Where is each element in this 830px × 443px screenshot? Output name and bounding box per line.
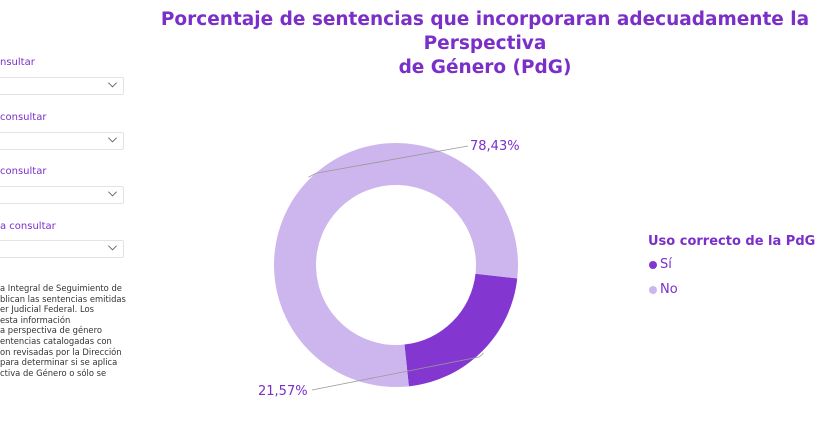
filter-select-4[interactable]: [0, 240, 124, 258]
leader-line-si: [311, 352, 484, 391]
data-label-si: 21,57%: [258, 384, 308, 399]
chart-title: Porcentaje de sentencias que incorporara…: [140, 8, 830, 80]
filter-label-4: a consultar: [0, 221, 56, 232]
chevron-down-icon: [108, 137, 117, 143]
description-text: a Integral de Seguimiento de blican las …: [0, 283, 126, 378]
filter-label-3: consultar: [0, 166, 47, 177]
chart-title-line-1: Porcentaje de sentencias que incorporara…: [160, 9, 810, 54]
legend-item-no[interactable]: No: [649, 282, 678, 297]
legend-dot-si: [649, 260, 657, 269]
filter-select-2[interactable]: [0, 132, 124, 150]
data-label-no: 78,43%: [470, 139, 520, 154]
chevron-down-icon: [108, 82, 117, 88]
slice-no[interactable]: [273, 143, 518, 387]
slice-si[interactable]: [404, 273, 518, 387]
filter-select-3[interactable]: [0, 186, 124, 204]
filter-select-1[interactable]: [0, 77, 124, 95]
chart-title-line-2: de Género (PdG): [398, 57, 572, 78]
filter-label-1: nsultar: [0, 57, 35, 68]
legend-label-si: Sí: [660, 257, 672, 272]
legend-title: Uso correcto de la PdG: [648, 234, 816, 249]
legend-item-si[interactable]: Sí: [649, 257, 672, 272]
legend-label-no: No: [660, 282, 678, 297]
legend-dot-no: [649, 285, 657, 294]
chevron-down-icon: [108, 245, 117, 251]
chevron-down-icon: [108, 191, 117, 197]
leader-line-no: [308, 145, 469, 178]
filter-label-2: consultar: [0, 112, 47, 123]
